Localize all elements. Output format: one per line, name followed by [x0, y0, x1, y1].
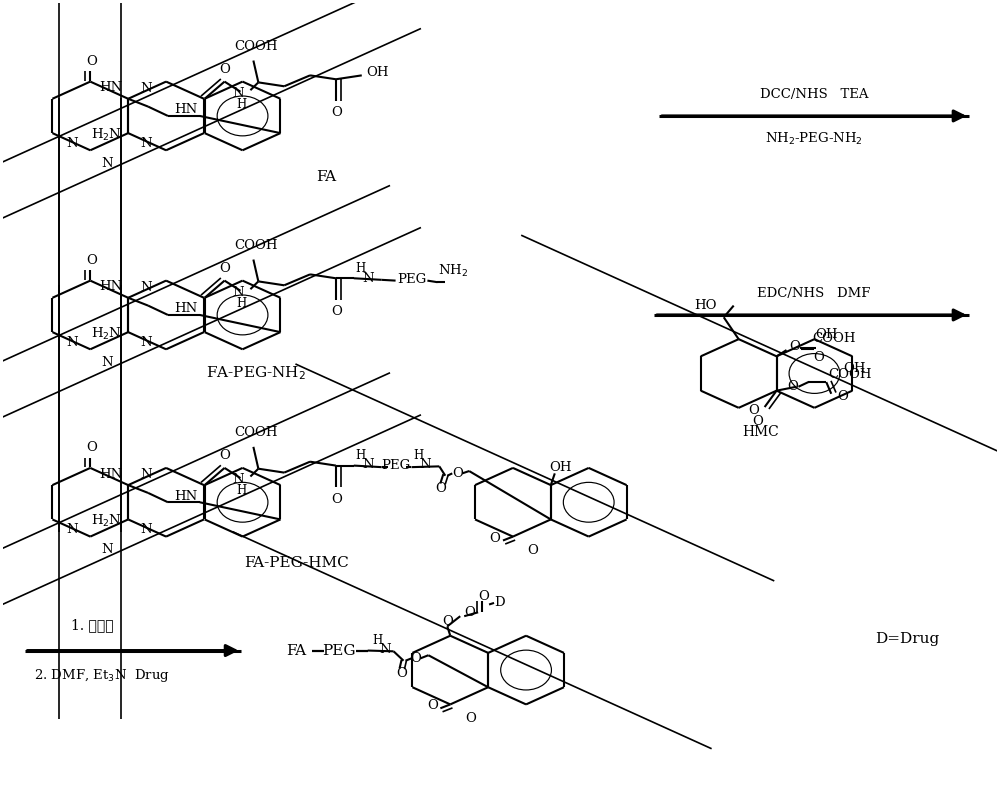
Text: H$_2$N: H$_2$N: [91, 513, 122, 529]
Text: H$_2$N: H$_2$N: [91, 127, 122, 143]
Text: O: O: [427, 700, 438, 712]
Text: N: N: [66, 336, 78, 349]
Text: N: N: [420, 458, 431, 472]
Text: O: O: [465, 606, 476, 619]
Text: PEG: PEG: [322, 644, 356, 658]
Text: H: H: [236, 297, 247, 310]
Text: N: N: [140, 82, 152, 95]
Text: COOH: COOH: [812, 332, 856, 345]
Text: O: O: [435, 482, 446, 494]
Text: HN: HN: [99, 468, 122, 481]
Text: N: N: [379, 643, 390, 656]
Text: O: O: [219, 63, 230, 75]
Text: N: N: [362, 458, 374, 472]
Text: O: O: [789, 340, 800, 353]
Text: FA-PEG-NH$_2$: FA-PEG-NH$_2$: [206, 365, 306, 382]
Text: H: H: [413, 449, 424, 462]
Text: N: N: [101, 543, 113, 556]
Text: HN: HN: [99, 281, 122, 293]
Text: O: O: [465, 712, 476, 725]
Text: OH: OH: [815, 328, 838, 341]
Text: N: N: [233, 286, 244, 299]
Text: HO: HO: [695, 299, 717, 312]
Text: O: O: [331, 305, 342, 318]
Text: O: O: [787, 380, 798, 393]
Text: N: N: [140, 137, 152, 150]
Text: N: N: [362, 272, 374, 285]
Text: H: H: [356, 449, 366, 462]
Text: EDC/NHS   DMF: EDC/NHS DMF: [757, 288, 870, 300]
Text: COOH: COOH: [235, 426, 278, 439]
Text: H: H: [236, 97, 247, 111]
Text: OH: OH: [550, 461, 572, 475]
Text: H: H: [373, 634, 383, 647]
Text: H$_2$N: H$_2$N: [91, 325, 122, 342]
Text: O: O: [86, 55, 97, 68]
Text: 1. 酯活化: 1. 酯活化: [71, 619, 114, 633]
Text: N: N: [66, 523, 78, 536]
Text: HMC: HMC: [742, 425, 779, 439]
Text: DCC/NHS   TEA: DCC/NHS TEA: [760, 88, 868, 101]
Text: O: O: [396, 667, 407, 680]
Text: H: H: [236, 484, 247, 497]
Text: HN: HN: [174, 103, 197, 116]
Text: O: O: [479, 590, 490, 603]
Text: N: N: [101, 157, 113, 170]
Text: O: O: [410, 652, 421, 665]
Text: O: O: [813, 351, 824, 365]
Text: HN: HN: [174, 302, 197, 315]
Text: N: N: [140, 468, 152, 482]
Text: N: N: [101, 356, 113, 369]
Text: O: O: [219, 262, 230, 274]
Text: OH: OH: [366, 66, 389, 79]
Text: PEG: PEG: [397, 274, 426, 286]
Text: FA: FA: [286, 644, 306, 658]
Text: O: O: [752, 415, 763, 428]
Text: O: O: [748, 405, 759, 417]
Text: OH: OH: [843, 362, 865, 374]
Text: H: H: [356, 262, 366, 274]
Text: PEG: PEG: [381, 459, 410, 472]
Text: N: N: [66, 137, 78, 150]
Text: HN: HN: [99, 81, 122, 94]
Text: FA-PEG-HMC: FA-PEG-HMC: [244, 556, 349, 570]
Text: O: O: [452, 467, 463, 480]
Text: FA: FA: [316, 170, 336, 184]
Text: O: O: [527, 544, 538, 557]
Text: O: O: [86, 254, 97, 266]
Text: 2. DMF, Et$_3$N  Drug: 2. DMF, Et$_3$N Drug: [34, 667, 170, 684]
Text: N: N: [140, 281, 152, 294]
Text: N: N: [140, 336, 152, 349]
Text: COOH: COOH: [235, 239, 278, 252]
Text: N: N: [233, 473, 244, 486]
Text: NH$_2$-PEG-NH$_2$: NH$_2$-PEG-NH$_2$: [765, 131, 863, 148]
Text: O: O: [219, 449, 230, 462]
Text: N: N: [140, 523, 152, 536]
Text: NH$_2$: NH$_2$: [438, 263, 468, 279]
Text: O: O: [490, 531, 500, 545]
Text: O: O: [331, 106, 342, 119]
Text: D=Drug: D=Drug: [876, 632, 940, 646]
Text: N: N: [233, 86, 244, 100]
Text: O: O: [86, 441, 97, 454]
Text: D: D: [495, 597, 505, 609]
Text: O: O: [837, 390, 848, 402]
Text: O: O: [442, 615, 453, 628]
Text: HN: HN: [174, 490, 197, 502]
Text: COOH: COOH: [828, 368, 872, 380]
Text: O: O: [331, 493, 342, 505]
Text: COOH: COOH: [235, 40, 278, 53]
